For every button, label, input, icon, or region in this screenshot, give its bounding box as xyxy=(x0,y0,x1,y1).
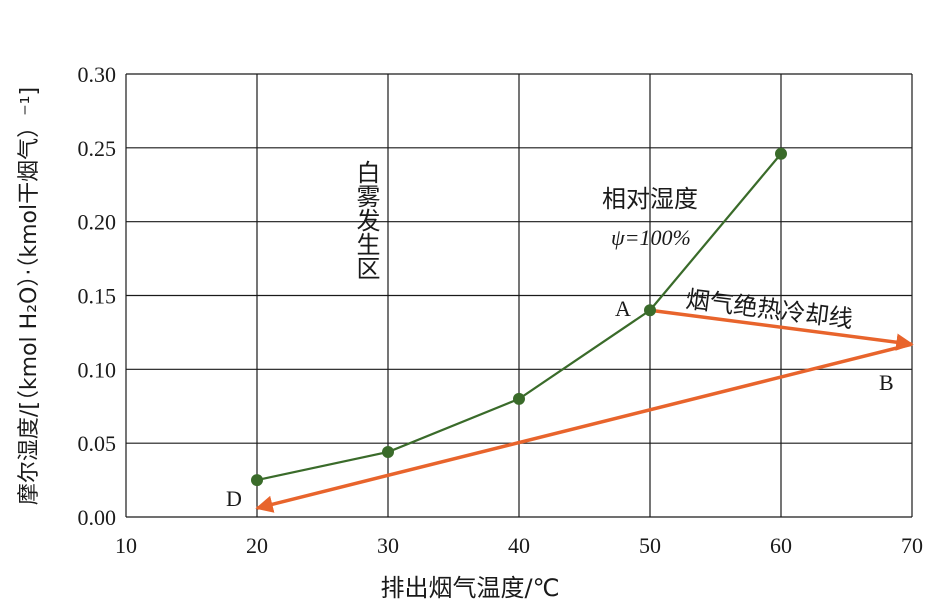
grid xyxy=(126,74,912,517)
x-axis-ticks: 10 20 30 40 50 60 70 xyxy=(115,533,923,558)
data-point xyxy=(644,304,656,316)
y-tick-label: 0.15 xyxy=(78,284,117,309)
y-tick-label: 0.00 xyxy=(78,505,117,530)
fog-zone-label: 白雾发生区 xyxy=(352,160,380,280)
x-tick-label: 50 xyxy=(639,533,661,558)
cooling-arrows xyxy=(257,310,912,508)
y-axis-label: 摩尔湿度/[（kmol H₂O）·（kmol干烟气）⁻¹] xyxy=(17,87,42,505)
data-point xyxy=(251,474,263,486)
rh-title-label: 相对湿度 xyxy=(602,185,698,213)
x-tick-label: 60 xyxy=(770,533,792,558)
y-tick-label: 0.30 xyxy=(78,62,117,87)
y-axis-ticks: 0.00 0.05 0.10 0.15 0.20 0.25 0.30 xyxy=(78,62,117,530)
y-tick-label: 0.05 xyxy=(78,431,117,456)
data-point xyxy=(775,148,787,160)
y-tick-label: 0.20 xyxy=(78,210,117,235)
point-b-label: B xyxy=(879,370,894,395)
x-tick-label: 10 xyxy=(115,533,137,558)
point-a-label: A xyxy=(615,296,631,321)
x-tick-label: 40 xyxy=(508,533,530,558)
rh-value-label: ψ=100% xyxy=(611,225,691,250)
data-point xyxy=(382,446,394,458)
data-point xyxy=(513,393,525,405)
y-tick-label: 0.10 xyxy=(78,357,117,382)
point-d-label: D xyxy=(226,486,242,511)
x-tick-label: 20 xyxy=(246,533,268,558)
x-tick-label: 30 xyxy=(377,533,399,558)
x-axis-label: 排出烟气温度/℃ xyxy=(380,574,559,602)
y-tick-label: 0.25 xyxy=(78,136,117,161)
x-tick-label: 70 xyxy=(901,533,923,558)
